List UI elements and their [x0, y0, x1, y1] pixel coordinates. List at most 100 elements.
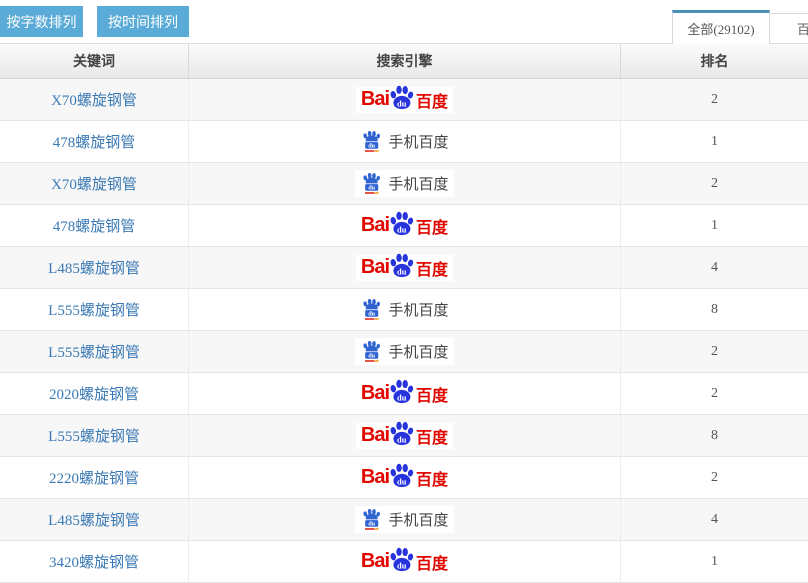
keyword-cell: 3420螺旋钢管	[0, 541, 189, 582]
rank-cell: 2	[621, 457, 808, 498]
rank-value: 2	[711, 175, 718, 191]
baidu-logo-latin-text: Bai	[360, 382, 390, 404]
keyword-link[interactable]: 2220螺旋钢管	[48, 471, 139, 487]
keyword-cell: L485螺旋钢管	[0, 247, 189, 288]
baidu-logo-latin-text: Bai	[360, 214, 390, 236]
rank-cell: 8	[621, 415, 808, 456]
engine-cell: Bai du 百度	[189, 541, 621, 582]
tab-all[interactable]: 全部(29102)	[672, 10, 770, 44]
baidu-logo-latin-text: Bai	[360, 88, 390, 110]
baidu-paw-icon: du	[390, 253, 414, 277]
rank-cell: 4	[621, 247, 808, 288]
baidu-paw-icon: du	[390, 547, 414, 571]
sort-by-wordcount-button[interactable]: 按字数排列	[0, 6, 83, 37]
tab-baidu[interactable]: 百度	[770, 13, 808, 44]
mobile-baidu-label: 手机百度	[388, 135, 449, 151]
mobile-baidu-icon: du	[363, 130, 381, 152]
keyword-cell: L555螺旋钢管	[0, 331, 189, 372]
baidu-paw-icon: du	[390, 211, 414, 235]
baidu-paw-icon: du	[390, 463, 414, 487]
table-body: X70螺旋钢管 Bai du 百度 2	[0, 79, 808, 583]
keyword-cell: L555螺旋钢管	[0, 289, 189, 330]
engine-cell: Bai du 百度	[189, 247, 621, 288]
baidu-logo-cn-text: 百度	[416, 93, 449, 111]
keyword-link[interactable]: 3420螺旋钢管	[48, 555, 139, 571]
engine-cell: Bai du 百度	[189, 457, 621, 498]
keyword-link[interactable]: L485螺旋钢管	[48, 513, 140, 529]
baidu-logo-latin-text: Bai	[360, 424, 390, 446]
mobile-baidu-label: 手机百度	[388, 345, 449, 361]
rank-value: 4	[711, 511, 718, 527]
baidu-logo-cn-text: 百度	[416, 555, 449, 573]
table-row: X70螺旋钢管 du 手机百度	[0, 163, 808, 205]
table-row: 478螺旋钢管 Bai du 百度 1	[0, 205, 808, 247]
baidu-paw-icon: du	[390, 421, 414, 445]
rank-cell: 2	[621, 79, 808, 120]
engine-cell: du 手机百度	[189, 163, 621, 204]
keyword-link[interactable]: X70螺旋钢管	[51, 93, 137, 109]
keyword-link[interactable]: X70螺旋钢管	[51, 177, 137, 193]
table-row: X70螺旋钢管 Bai du 百度 2	[0, 79, 808, 121]
mobile-baidu-label: 手机百度	[388, 513, 449, 529]
rank-cell: 4	[621, 499, 808, 540]
svg-text:du: du	[369, 521, 376, 528]
svg-text:du: du	[397, 476, 407, 486]
table-row: 2020螺旋钢管 Bai du 百度 2	[0, 373, 808, 415]
column-header-engine: 搜索引擎	[189, 44, 621, 78]
baidu-logo-cn-text: 百度	[416, 471, 449, 489]
keyword-cell: 478螺旋钢管	[0, 121, 189, 162]
sort-by-time-button[interactable]: 按时间排列	[97, 6, 189, 37]
keyword-link[interactable]: 478螺旋钢管	[52, 219, 136, 235]
svg-text:du: du	[397, 560, 407, 570]
rank-cell: 1	[621, 541, 808, 582]
table-row: L485螺旋钢管 Bai du 百度 4	[0, 247, 808, 289]
keyword-cell: L555螺旋钢管	[0, 415, 189, 456]
svg-text:du: du	[369, 353, 376, 360]
rank-value: 2	[711, 91, 718, 107]
svg-text:du: du	[369, 143, 376, 150]
rank-cell: 2	[621, 373, 808, 414]
mobile-baidu-label: 手机百度	[388, 177, 449, 193]
svg-text:du: du	[369, 311, 376, 318]
toolbar-divider	[0, 43, 808, 44]
baidu-logo-cn-text: 百度	[416, 429, 449, 447]
baidu-mobile-logo: du 手机百度	[355, 506, 454, 533]
keyword-link[interactable]: L555螺旋钢管	[48, 429, 140, 445]
baidu-logo-cn-text: 百度	[416, 261, 449, 279]
rank-value: 2	[711, 469, 718, 485]
baidu-mobile-logo: du 手机百度	[355, 128, 454, 155]
top-toolbar: 按字数排列 按时间排列 全部(29102) 百度	[0, 0, 808, 44]
keyword-link[interactable]: L555螺旋钢管	[48, 303, 140, 319]
baidu-logo-cn-text: 百度	[416, 387, 449, 405]
keyword-cell: X70螺旋钢管	[0, 79, 189, 120]
engine-cell: Bai du 百度	[189, 79, 621, 120]
engine-cell: Bai du 百度	[189, 373, 621, 414]
baidu-mobile-logo: du 手机百度	[355, 338, 454, 365]
rank-value: 4	[711, 259, 718, 275]
svg-text:du: du	[369, 185, 376, 192]
baidu-logo-latin-text: Bai	[360, 466, 390, 488]
rank-value: 1	[711, 217, 718, 233]
baidu-pc-logo: Bai du 百度	[355, 547, 454, 575]
svg-text:du: du	[397, 224, 407, 234]
table-header: 关键词 搜索引擎 排名	[0, 44, 808, 79]
engine-cell: du 手机百度	[189, 499, 621, 540]
rank-cell: 2	[621, 331, 808, 372]
rank-value: 1	[711, 553, 718, 569]
keyword-link[interactable]: L485螺旋钢管	[48, 261, 140, 277]
keyword-cell: 2020螺旋钢管	[0, 373, 189, 414]
table-row: L555螺旋钢管 du 手机百度	[0, 331, 808, 373]
keyword-link[interactable]: 478螺旋钢管	[52, 135, 136, 151]
mobile-baidu-label: 手机百度	[388, 303, 449, 319]
rank-value: 1	[711, 133, 718, 149]
baidu-pc-logo: Bai du 百度	[355, 463, 454, 491]
rank-value: 8	[711, 427, 718, 443]
mobile-baidu-icon: du	[363, 172, 381, 194]
rank-value: 8	[711, 301, 718, 317]
keyword-link[interactable]: L555螺旋钢管	[48, 345, 140, 361]
keyword-link[interactable]: 2020螺旋钢管	[48, 387, 139, 403]
keyword-cell: L485螺旋钢管	[0, 499, 189, 540]
engine-cell: du 手机百度	[189, 331, 621, 372]
baidu-pc-logo: Bai du 百度	[355, 85, 454, 113]
baidu-logo-latin-text: Bai	[360, 256, 390, 278]
